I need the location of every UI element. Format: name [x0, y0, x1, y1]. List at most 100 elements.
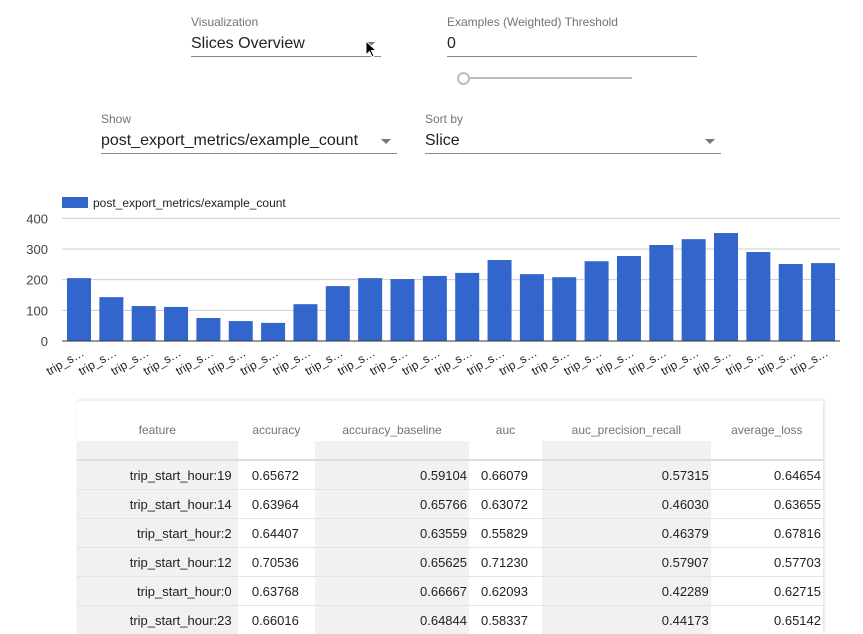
cell-average-loss: 0.63655 [711, 490, 823, 519]
cell-accuracy-baseline: 0.59104 [315, 460, 469, 490]
cell-feature: trip_start_hour:14 [77, 490, 238, 519]
cell-feature: trip_start_hour:2 [77, 519, 238, 548]
bar-chart: post_export_metrics/example_count0100200… [0, 185, 863, 385]
cell-accuracy: 0.66016 [238, 606, 315, 634]
column-header-auc-precision-recall[interactable]: auc_precision_recall [542, 401, 711, 441]
bar[interactable] [779, 264, 803, 341]
show-select[interactable]: Show post_export_metrics/example_count [101, 112, 397, 154]
bar[interactable] [649, 245, 673, 341]
bar[interactable] [455, 273, 479, 341]
bar[interactable] [99, 297, 123, 341]
cell-accuracy-baseline: 0.65625 [315, 548, 469, 577]
slider-track[interactable] [467, 77, 632, 79]
bar[interactable] [682, 239, 706, 341]
bar[interactable] [811, 263, 835, 341]
filter-cell [469, 441, 542, 460]
cell-auc: 0.71230 [469, 548, 542, 577]
show-label: Show [101, 112, 397, 126]
cell-feature: trip_start_hour:0 [77, 577, 238, 606]
cell-auc-precision-recall: 0.46030 [542, 490, 711, 519]
threshold-input[interactable]: Examples (Weighted) Threshold 0 [447, 15, 697, 57]
filter-cell [238, 441, 315, 460]
threshold-value: 0 [447, 35, 456, 52]
cell-average-loss: 0.57703 [711, 548, 823, 577]
bar[interactable] [261, 323, 285, 341]
threshold-slider[interactable] [457, 72, 632, 84]
chevron-down-icon[interactable] [381, 139, 391, 144]
cell-accuracy-baseline: 0.64844 [315, 606, 469, 634]
bar[interactable] [164, 307, 188, 341]
bar[interactable] [293, 304, 317, 341]
bar[interactable] [132, 306, 156, 341]
cell-accuracy-baseline: 0.65766 [315, 490, 469, 519]
column-header-average-loss[interactable]: average_loss [711, 401, 823, 441]
threshold-label: Examples (Weighted) Threshold [447, 15, 697, 29]
legend-swatch [62, 197, 88, 208]
filter-cell [542, 441, 711, 460]
column-header-accuracy-baseline[interactable]: accuracy_baseline [315, 401, 469, 441]
cell-accuracy: 0.64407 [238, 519, 315, 548]
cell-feature: trip_start_hour:12 [77, 548, 238, 577]
bar[interactable] [229, 321, 253, 341]
filter-cell [315, 441, 469, 460]
cell-feature: trip_start_hour:23 [77, 606, 238, 634]
column-header-feature[interactable]: feature [77, 401, 238, 441]
bar[interactable] [326, 286, 350, 341]
cell-accuracy: 0.63768 [238, 577, 315, 606]
mouse-cursor-icon [365, 40, 377, 60]
cell-average-loss: 0.65142 [711, 606, 823, 634]
sort-by-value: Slice [425, 132, 460, 149]
cell-auc: 0.66079 [469, 460, 542, 490]
visualization-select[interactable]: Visualization Slices Overview [191, 15, 381, 57]
filter-cell [711, 441, 823, 460]
y-tick-label: 0 [41, 334, 48, 349]
bar[interactable] [585, 261, 609, 341]
bar[interactable] [746, 252, 770, 341]
cell-auc-precision-recall: 0.44173 [542, 606, 711, 634]
cell-auc: 0.63072 [469, 490, 542, 519]
cell-feature: trip_start_hour:19 [77, 460, 238, 490]
bar[interactable] [67, 278, 91, 341]
bar[interactable] [358, 278, 382, 341]
cell-accuracy-baseline: 0.66667 [315, 577, 469, 606]
legend-label: post_export_metrics/example_count [93, 196, 286, 210]
y-tick-label: 200 [26, 273, 48, 288]
bar[interactable] [488, 260, 512, 341]
chevron-down-icon[interactable] [705, 139, 715, 144]
visualization-value: Slices Overview [191, 35, 305, 52]
bar[interactable] [714, 233, 738, 341]
visualization-label: Visualization [191, 15, 381, 29]
cell-accuracy: 0.65672 [238, 460, 315, 490]
cell-auc: 0.58337 [469, 606, 542, 634]
cell-accuracy: 0.63964 [238, 490, 315, 519]
bar[interactable] [617, 256, 641, 341]
y-tick-label: 300 [26, 242, 48, 257]
cell-accuracy: 0.70536 [238, 548, 315, 577]
sort-by-label: Sort by [425, 112, 721, 126]
column-header-accuracy[interactable]: accuracy [238, 401, 315, 441]
table-filter-row [77, 441, 823, 460]
bar[interactable] [423, 276, 447, 341]
column-header-auc[interactable]: auc [469, 401, 542, 441]
bar[interactable] [520, 274, 544, 341]
cell-auc-precision-recall: 0.42289 [542, 577, 711, 606]
cell-auc: 0.62093 [469, 577, 542, 606]
cell-accuracy-baseline: 0.63559 [315, 519, 469, 548]
cell-average-loss: 0.64654 [711, 460, 823, 490]
slider-knob[interactable] [457, 72, 470, 85]
bar[interactable] [391, 279, 415, 341]
bar[interactable] [196, 318, 220, 341]
cell-average-loss: 0.67816 [711, 519, 823, 548]
cell-auc: 0.55829 [469, 519, 542, 548]
sort-by-select[interactable]: Sort by Slice [425, 112, 721, 154]
cell-average-loss: 0.62715 [711, 577, 823, 606]
bar[interactable] [552, 277, 576, 341]
